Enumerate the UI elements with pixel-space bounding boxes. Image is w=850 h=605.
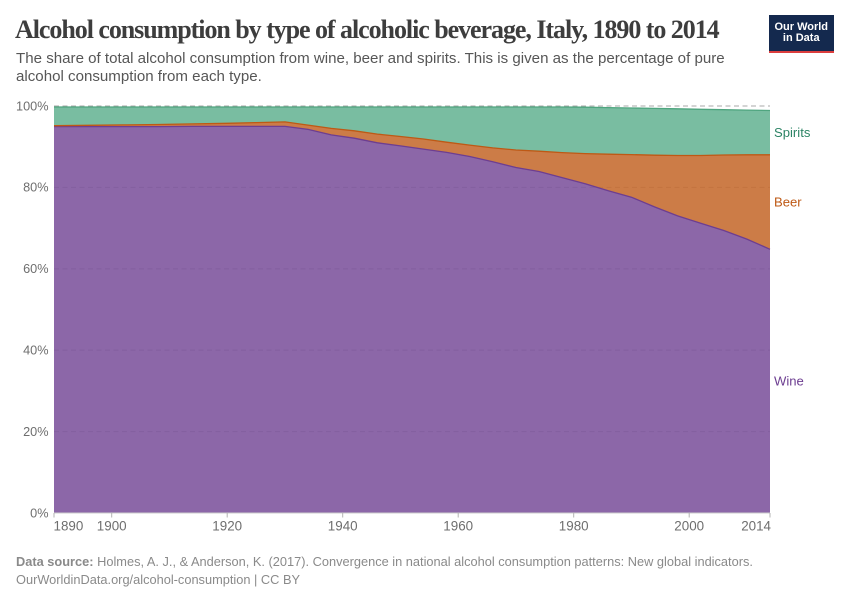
- svg-text:20%: 20%: [23, 425, 48, 439]
- svg-text:80%: 80%: [23, 181, 48, 195]
- svg-text:1900: 1900: [97, 519, 127, 534]
- svg-text:1980: 1980: [559, 519, 589, 534]
- svg-text:2014: 2014: [741, 519, 771, 534]
- svg-text:40%: 40%: [23, 344, 48, 358]
- svg-text:1940: 1940: [328, 519, 358, 534]
- svg-text:2000: 2000: [674, 519, 704, 534]
- svg-text:1920: 1920: [212, 519, 242, 534]
- svg-text:Wine: Wine: [774, 373, 804, 388]
- svg-text:1960: 1960: [443, 519, 473, 534]
- svg-text:Beer: Beer: [774, 194, 802, 209]
- svg-text:Spirits: Spirits: [774, 125, 811, 140]
- svg-text:0%: 0%: [30, 506, 48, 520]
- svg-text:100%: 100%: [16, 99, 48, 113]
- svg-text:60%: 60%: [23, 262, 48, 276]
- svg-text:1890: 1890: [54, 519, 84, 534]
